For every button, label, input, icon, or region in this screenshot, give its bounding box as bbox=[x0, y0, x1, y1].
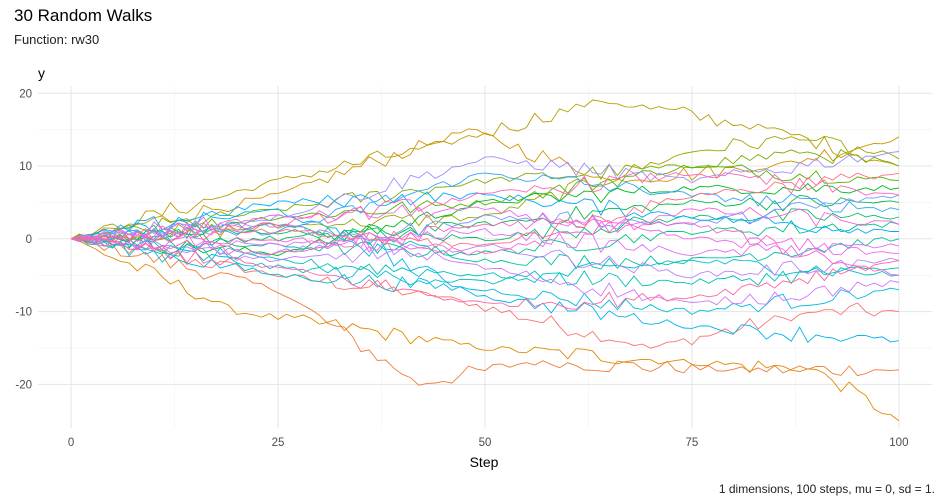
series-lines bbox=[70, 99, 900, 422]
y-tick-label: 0 bbox=[26, 234, 32, 246]
x-axis-title: Step bbox=[470, 454, 499, 470]
x-axis-ticks: 0 25 50 75 100 bbox=[68, 437, 909, 449]
random-walk-series-line bbox=[70, 172, 899, 249]
y-tick-label: -20 bbox=[15, 379, 32, 391]
random-walk-series-line bbox=[70, 164, 899, 240]
random-walk-series-line bbox=[70, 238, 900, 422]
chart-caption: 1 dimensions, 100 steps, mu = 0, sd = 1. bbox=[718, 482, 935, 496]
random-walk-series-line bbox=[70, 148, 900, 241]
random-walk-series-line bbox=[71, 182, 899, 256]
random-walk-series-line bbox=[70, 228, 900, 258]
random-walk-series-line bbox=[70, 99, 900, 240]
random-walk-series-line bbox=[71, 238, 899, 315]
random-walk-series-line bbox=[70, 236, 900, 279]
random-walk-series-line bbox=[70, 222, 900, 306]
random-walk-series-line bbox=[71, 238, 899, 386]
x-tick-label: 100 bbox=[889, 437, 908, 449]
x-tick-label: 25 bbox=[272, 437, 285, 449]
chart-subtitle: Function: rw30 bbox=[14, 32, 100, 47]
y-tick-label: 10 bbox=[19, 161, 32, 173]
chart-title: 30 Random Walks bbox=[14, 6, 153, 25]
random-walk-series-line bbox=[70, 191, 899, 240]
random-walk-series-line bbox=[70, 208, 899, 344]
y-axis-ticks: -20 -10 0 10 20 bbox=[15, 88, 32, 391]
random-walk-series-line bbox=[71, 238, 899, 349]
x-tick-label: 50 bbox=[479, 437, 492, 449]
x-tick-label: 0 bbox=[68, 437, 74, 449]
y-axis-title: y bbox=[38, 65, 45, 81]
random-walk-series-line bbox=[70, 206, 900, 256]
random-walk-series-line bbox=[70, 238, 899, 310]
x-tick-label: 75 bbox=[686, 437, 699, 449]
y-tick-label: -10 bbox=[15, 307, 32, 319]
random-walk-series-line bbox=[70, 151, 899, 240]
y-tick-label: 20 bbox=[19, 88, 32, 100]
random-walk-series-line bbox=[71, 172, 899, 242]
random-walk-series-line bbox=[71, 217, 899, 276]
random-walk-series-line bbox=[70, 128, 900, 240]
random-walk-series-line bbox=[71, 194, 900, 256]
random-walk-series-line bbox=[71, 238, 899, 286]
